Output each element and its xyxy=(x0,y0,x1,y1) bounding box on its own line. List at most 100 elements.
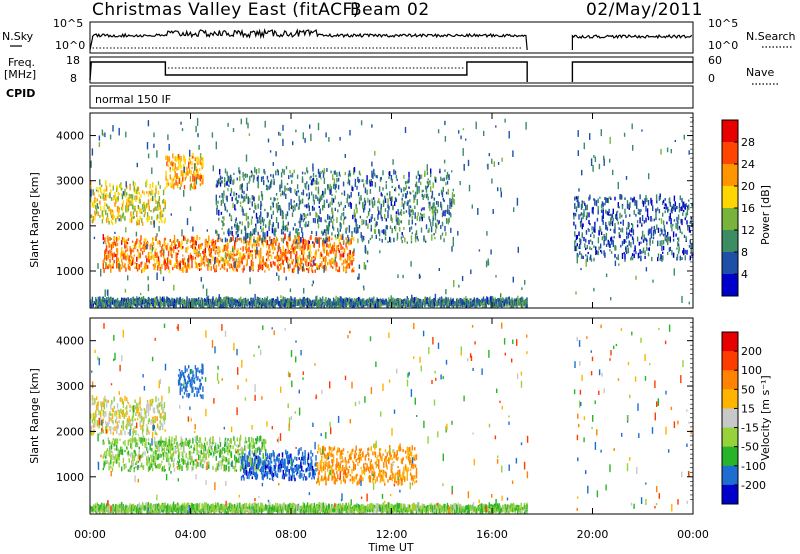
data-cell xyxy=(340,223,342,229)
data-cell xyxy=(138,197,140,203)
data-cell xyxy=(409,227,411,232)
data-cell xyxy=(154,255,156,259)
data-cell xyxy=(95,187,98,190)
data-cell xyxy=(291,245,293,248)
data-cell xyxy=(93,200,95,206)
data-cell xyxy=(253,196,255,202)
data-cell xyxy=(612,208,614,214)
data-cell xyxy=(260,200,262,207)
data-cell xyxy=(192,298,194,302)
data-cell xyxy=(483,301,485,307)
data-cell xyxy=(311,304,314,308)
data-cell xyxy=(202,301,204,307)
data-cell xyxy=(358,301,360,305)
data-cell xyxy=(101,219,104,224)
data-cell xyxy=(272,238,274,244)
data-cell xyxy=(194,183,197,186)
data-cell xyxy=(106,205,109,210)
data-cell xyxy=(684,255,686,261)
data-cell xyxy=(457,299,460,304)
data-cell xyxy=(367,303,369,307)
data-cell xyxy=(314,180,316,185)
data-cell xyxy=(404,301,407,304)
data-cell xyxy=(607,239,609,245)
data-cell xyxy=(281,190,284,196)
data-cell xyxy=(670,209,672,213)
data-cell xyxy=(637,211,640,214)
data-cell xyxy=(662,220,665,225)
data-cell xyxy=(426,171,429,175)
data-cell xyxy=(199,243,202,247)
data-cell xyxy=(271,301,274,307)
data-cell xyxy=(194,240,197,245)
data-cell xyxy=(591,226,593,231)
data-cell xyxy=(115,241,117,247)
data-cell xyxy=(324,219,326,222)
data-cell xyxy=(181,239,183,246)
data-cell xyxy=(299,263,301,267)
data-cell xyxy=(189,160,192,165)
data-cell xyxy=(289,231,291,237)
data-cell xyxy=(134,303,136,306)
data-cell xyxy=(600,203,603,209)
data-cell xyxy=(254,301,256,305)
data-cell xyxy=(168,156,171,162)
data-cell xyxy=(439,168,441,172)
data-cell xyxy=(98,186,100,190)
data-cell xyxy=(435,222,437,228)
data-cell xyxy=(269,236,271,242)
data-cell xyxy=(154,250,156,254)
data-cell xyxy=(246,259,248,265)
data-cell xyxy=(691,254,693,257)
data-cell xyxy=(423,213,425,219)
data-cell xyxy=(178,155,181,160)
data-cell xyxy=(206,296,208,303)
data-cell xyxy=(238,298,240,304)
data-cell xyxy=(200,255,202,262)
data-cell xyxy=(682,201,684,207)
data-cell xyxy=(194,163,197,168)
data-cell xyxy=(394,189,396,192)
data-cell xyxy=(344,205,346,208)
data-cell xyxy=(242,253,244,260)
data-cell xyxy=(206,264,208,267)
data-cell xyxy=(296,236,299,240)
data-cell xyxy=(633,196,635,201)
data-cell xyxy=(332,248,335,254)
data-cell xyxy=(353,304,355,308)
data-cell xyxy=(281,225,284,231)
data-cell xyxy=(211,298,213,304)
data-cell xyxy=(348,195,351,199)
data-cell xyxy=(349,204,351,208)
data-cell xyxy=(312,194,315,199)
data-cell xyxy=(674,201,676,206)
data-cell xyxy=(378,198,380,202)
data-cell xyxy=(201,243,203,246)
data-cell xyxy=(145,181,147,188)
data-cell xyxy=(145,300,147,303)
data-cell xyxy=(138,299,140,303)
data-cell xyxy=(195,252,197,257)
data-cell xyxy=(330,185,332,189)
data-cell xyxy=(161,297,163,304)
data-cell xyxy=(322,303,325,308)
data-cell xyxy=(285,225,287,231)
data-cell xyxy=(497,298,499,302)
data-cell xyxy=(126,209,129,213)
data-cell xyxy=(282,124,284,131)
data-cell xyxy=(387,198,389,204)
data-cell xyxy=(350,254,352,258)
data-cell xyxy=(324,240,326,244)
data-cell xyxy=(431,299,434,302)
data-cell xyxy=(407,179,409,184)
data-cell xyxy=(256,296,259,302)
data-cell xyxy=(647,216,650,221)
data-cell xyxy=(342,298,345,304)
data-cell xyxy=(224,246,227,251)
data-cell xyxy=(213,300,215,303)
data-cell xyxy=(677,237,680,242)
data-cell xyxy=(270,298,273,303)
data-cell xyxy=(402,235,404,238)
data-cell xyxy=(141,268,144,273)
data-cell xyxy=(121,237,124,240)
